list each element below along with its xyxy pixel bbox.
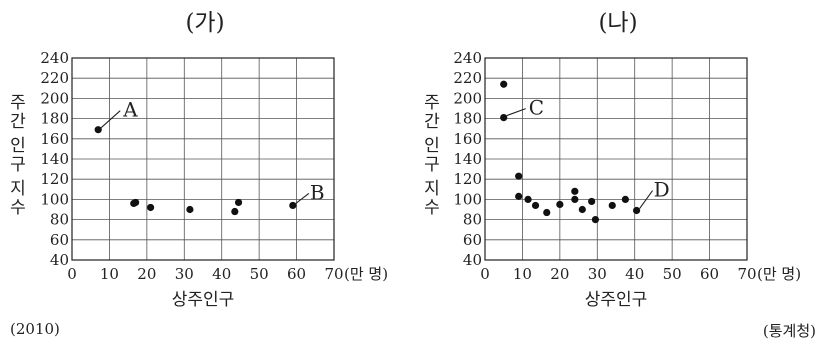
annotation-label-b: B <box>310 180 325 204</box>
x-tick-label: 70 <box>737 265 756 283</box>
data-point <box>531 201 540 210</box>
data-point <box>289 201 297 210</box>
y-tick-label: 80 <box>463 211 482 229</box>
data-point <box>571 195 579 203</box>
plot-frame <box>484 57 748 261</box>
y-tick-label: 220 <box>40 69 69 87</box>
x-axis-label: 상주인구 <box>585 290 648 310</box>
data-point <box>231 207 239 216</box>
data-point <box>543 208 551 217</box>
data-point <box>234 198 243 207</box>
data-point <box>556 200 564 209</box>
y-tick-label: 180 <box>453 110 482 128</box>
annotation-label-a: A <box>122 98 138 122</box>
y-tick-label: 60 <box>463 231 482 249</box>
y-tick-label: 240 <box>40 49 69 67</box>
y-tick-label: 100 <box>40 190 69 208</box>
source-organization: (통계청) <box>762 322 816 340</box>
chart-title: (나) <box>598 10 637 36</box>
x-tick-label: 10 <box>100 265 119 283</box>
x-tick-label: 20 <box>550 265 569 283</box>
y-axis-label-char: 구 <box>10 155 26 175</box>
y-tick-label: 120 <box>453 170 482 188</box>
x-tick-label: 50 <box>250 265 269 283</box>
y-axis-label-char: 간 <box>424 112 440 132</box>
data-point <box>608 201 616 210</box>
y-axis-label-char: 지 <box>10 179 26 199</box>
x-tick-label: 60 <box>287 265 306 283</box>
data-point <box>147 203 155 212</box>
scatter-panel-ga: (가) 40 60 80 100 120 140 160 180 200 220 240 0 10 20 30… <box>10 10 388 310</box>
y-tick-label: 40 <box>50 251 69 269</box>
y-tick-label: 160 <box>453 130 482 148</box>
x-unit-label: (만 명) <box>344 265 388 283</box>
y-tick-label: 140 <box>40 150 69 168</box>
data-point <box>632 206 641 215</box>
x-tick-label: 40 <box>625 265 644 283</box>
x-unit-label: (만 명) <box>757 265 801 283</box>
y-tick-label: 220 <box>453 69 482 87</box>
x-tick-label: 50 <box>663 265 682 283</box>
y-axis-label-char: 지 <box>424 179 440 199</box>
y-tick-label: 40 <box>463 251 482 269</box>
y-axis-label-char: 간 <box>10 112 26 132</box>
data-point <box>186 205 194 214</box>
data-point <box>132 198 140 207</box>
y-axis-label-char: 인 <box>424 136 440 156</box>
y-tick-label: 60 <box>50 231 69 249</box>
x-tick-label: 0 <box>480 265 490 283</box>
y-tick-label: 160 <box>40 130 69 148</box>
scatter-panel-na: (나) 40 60 80 100 120 140 160 180 200 220 240 0 10 20 30… <box>424 10 801 310</box>
data-point <box>621 195 629 203</box>
x-tick-label: 10 <box>513 265 532 283</box>
y-tick-label: 120 <box>40 170 69 188</box>
y-axis-label-char: 인 <box>10 136 26 156</box>
data-point <box>591 216 600 224</box>
y-tick-label: 200 <box>453 89 482 107</box>
chart-title: (가) <box>185 10 224 36</box>
data-point <box>578 205 586 214</box>
y-tick-label: 80 <box>50 211 69 229</box>
annotation-leader <box>506 108 526 117</box>
x-tick-label: 70 <box>324 265 343 283</box>
plot-frame <box>71 57 335 261</box>
x-tick-label: 30 <box>588 265 607 283</box>
source-year: (2010) <box>10 320 60 338</box>
x-tick-label: 20 <box>137 265 156 283</box>
y-axis-label-char: 수 <box>10 198 26 218</box>
y-axis-label-char: 주 <box>10 93 26 113</box>
x-axis-label: 상주인구 <box>172 290 235 310</box>
data-point <box>571 187 579 195</box>
y-tick-label: 140 <box>453 150 482 168</box>
annotation-label-c: C <box>529 96 544 120</box>
data-point <box>500 113 508 122</box>
x-tick-label: 60 <box>700 265 719 283</box>
data-point <box>515 172 523 180</box>
annotation-leader <box>100 110 121 129</box>
data-point <box>515 192 523 200</box>
data-point <box>588 197 596 206</box>
y-tick-label: 100 <box>453 190 482 208</box>
y-tick-label: 240 <box>453 49 482 67</box>
data-point <box>94 126 102 134</box>
y-tick-label: 180 <box>40 110 69 128</box>
x-tick-label: 0 <box>67 265 77 283</box>
y-axis-label-char: 주 <box>424 93 440 113</box>
annotation-leader <box>295 193 310 204</box>
y-axis-label-char: 구 <box>424 155 440 175</box>
data-point <box>524 195 532 203</box>
annotation-label-d: D <box>654 178 670 202</box>
y-axis-label-char: 수 <box>424 198 440 218</box>
y-tick-label: 200 <box>40 89 69 107</box>
data-point <box>500 80 508 88</box>
annotation-leader <box>639 190 654 209</box>
x-tick-label: 30 <box>175 265 194 283</box>
x-tick-label: 40 <box>212 265 231 283</box>
